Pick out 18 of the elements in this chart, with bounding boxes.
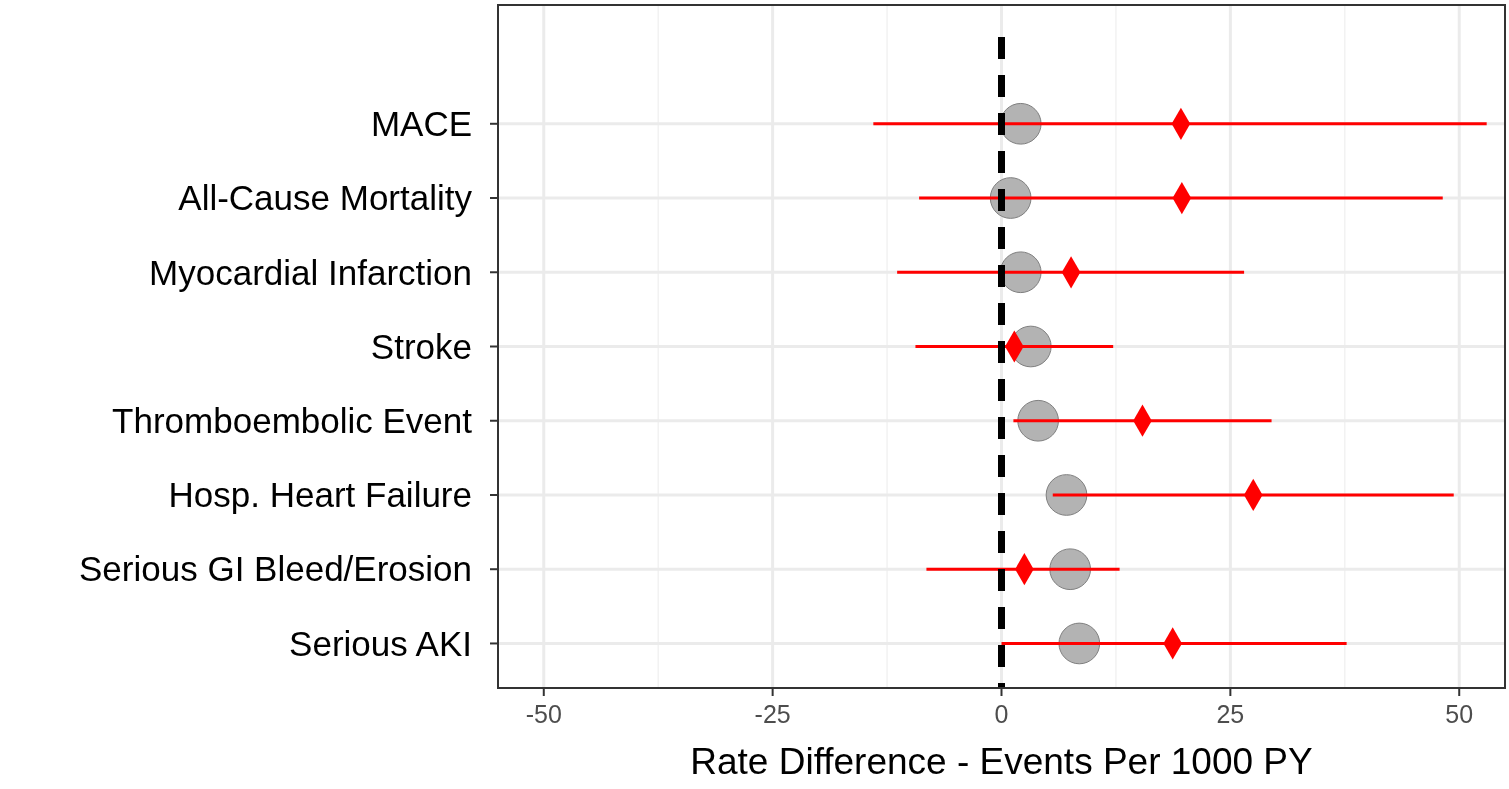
x-axis-title: Rate Difference - Events Per 1000 PY xyxy=(690,741,1313,782)
x-tick-label: -50 xyxy=(525,700,562,728)
point xyxy=(1049,548,1091,591)
y-tick-label: All-Cause Mortality xyxy=(178,178,473,218)
y-tick-label: Hosp. Heart Failure xyxy=(168,475,472,515)
x-tick-label: 50 xyxy=(1445,700,1474,728)
x-tick-label: 0 xyxy=(994,700,1009,728)
x-tick-label: -25 xyxy=(754,700,791,728)
y-tick-label: MACE xyxy=(370,104,472,144)
point xyxy=(1045,474,1088,516)
y-tick-label: Stroke xyxy=(370,326,472,366)
point xyxy=(1058,622,1101,665)
y-tick-label: Thromboembolic Event xyxy=(112,400,473,440)
x-tick-label: 25 xyxy=(1216,700,1245,728)
y-tick-label: Serious AKI xyxy=(289,623,472,663)
y-tick-label: Serious GI Bleed/Erosion xyxy=(79,549,472,589)
point xyxy=(1017,399,1059,442)
y-tick-label: Myocardial Infarction xyxy=(149,252,472,292)
